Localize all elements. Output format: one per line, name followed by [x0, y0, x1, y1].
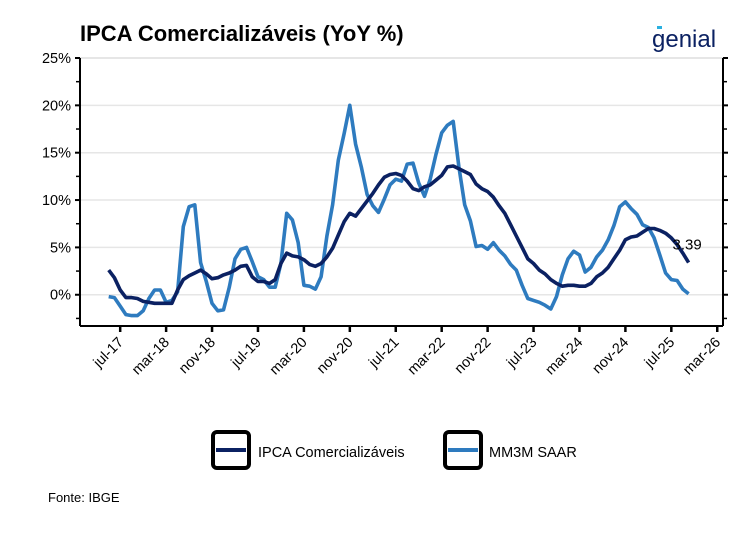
- chart-title: IPCA Comercializáveis (YoY %): [80, 21, 404, 46]
- x-tick-label: mar-20: [267, 335, 311, 379]
- legend: IPCA Comercializáveis MM3M SAAR: [213, 432, 577, 468]
- y-tick-label: 5%: [50, 240, 71, 256]
- x-tick-label: jul-17: [90, 335, 127, 372]
- x-tick-label: mar-18: [129, 335, 173, 379]
- y-tick-label: 10%: [42, 193, 71, 209]
- x-tick-label: mar-24: [543, 335, 587, 379]
- genial-logo: genial: [652, 26, 716, 53]
- legend-label: MM3M SAAR: [489, 445, 577, 461]
- x-tick-label: jul-19: [228, 335, 265, 372]
- source-note: Fonte: IBGE: [48, 490, 120, 505]
- x-tick-label: nov-24: [590, 335, 633, 378]
- y-tick-label: 20%: [42, 98, 71, 114]
- legend-item-ipca-comercializaveis: IPCA Comercializáveis: [213, 432, 405, 468]
- series-lines: [109, 105, 689, 315]
- y-tick-label: 0%: [50, 288, 71, 304]
- legend-item-mm3m-saar: MM3M SAAR: [445, 432, 577, 468]
- x-tick-label: jul-25: [641, 335, 678, 372]
- y-tick-label: 25%: [42, 51, 71, 67]
- x-tick-label: mar-22: [405, 335, 449, 379]
- series-line-mm3m-saar: [109, 105, 689, 315]
- series-line-ipca-comercializaveis: [109, 166, 689, 303]
- x-tick-label: nov-22: [452, 335, 495, 378]
- x-tick-label: nov-18: [176, 335, 219, 378]
- x-tick-label: jul-21: [365, 335, 402, 372]
- x-tick-label: nov-20: [314, 335, 357, 378]
- end-value-label: 3.39: [673, 237, 702, 254]
- legend-label: IPCA Comercializáveis: [258, 445, 405, 461]
- x-tick-label: jul-23: [503, 335, 540, 372]
- svg-text:genial: genial: [652, 26, 716, 53]
- y-tick-label: 15%: [42, 146, 71, 162]
- x-tick-label: mar-26: [680, 335, 724, 379]
